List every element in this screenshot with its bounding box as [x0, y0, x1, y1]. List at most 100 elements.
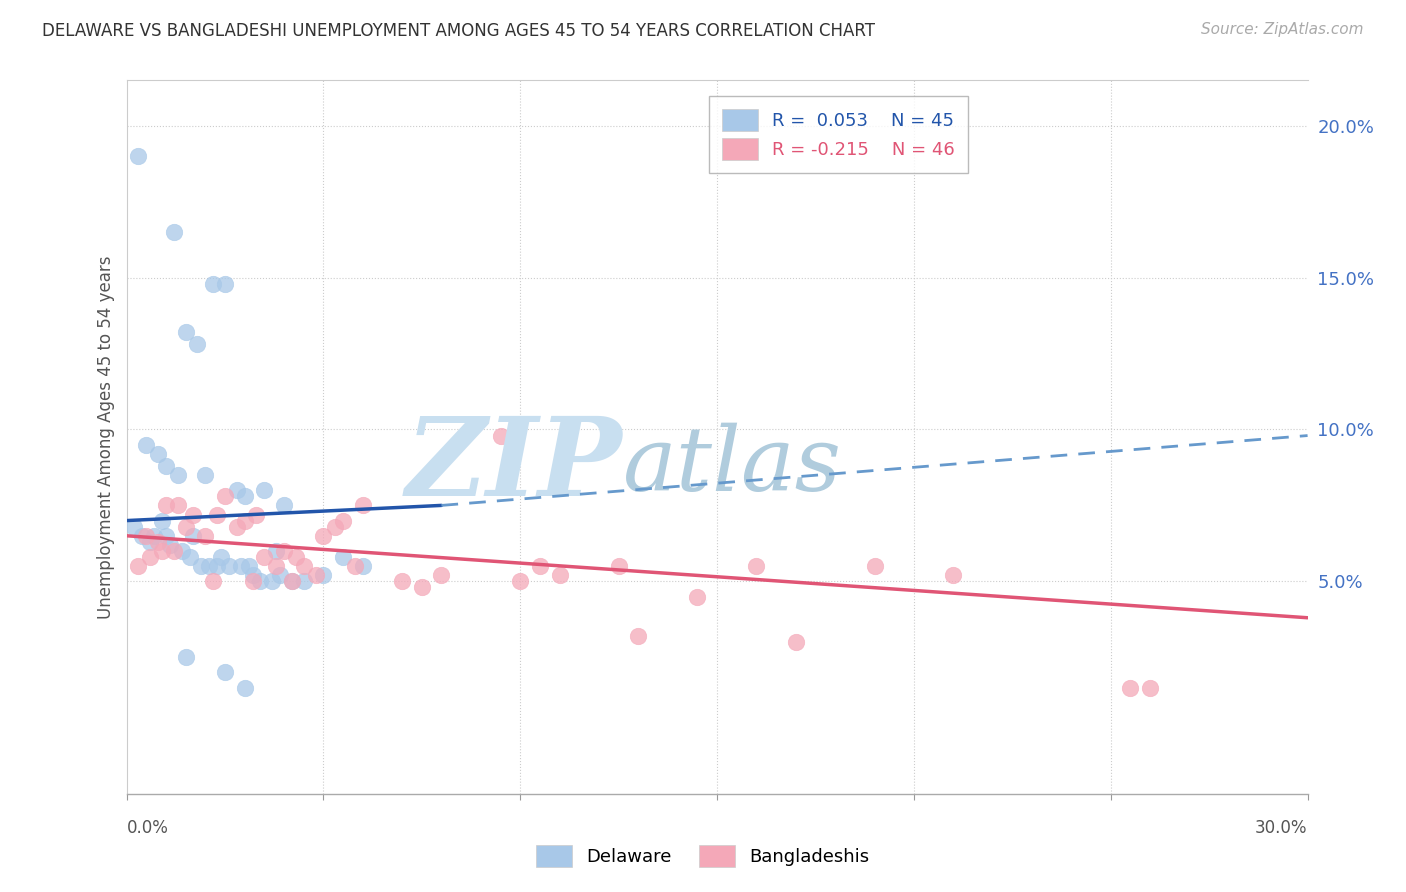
Point	[284, 549, 307, 564]
Point	[242, 568, 264, 582]
Point	[150, 544, 173, 558]
Point	[323, 519, 346, 533]
Point	[233, 681, 256, 695]
Y-axis label: Unemployment Among Ages 45 to 54 years: Unemployment Among Ages 45 to 54 years	[97, 255, 115, 619]
Point	[214, 665, 236, 680]
Point	[205, 559, 228, 574]
Point	[229, 559, 252, 574]
Point	[489, 428, 512, 442]
Point	[292, 559, 315, 574]
Point	[253, 483, 276, 498]
Point	[139, 549, 162, 564]
Text: atlas: atlas	[623, 422, 842, 509]
Point	[262, 574, 284, 589]
Point	[131, 529, 153, 543]
Point	[273, 499, 295, 513]
Point	[155, 458, 177, 473]
Point	[143, 529, 166, 543]
Point	[942, 568, 965, 582]
Point	[198, 559, 221, 574]
Point	[124, 519, 146, 533]
Point	[269, 568, 291, 582]
Point	[146, 534, 169, 549]
Point	[205, 508, 228, 522]
Point	[225, 483, 247, 498]
Point	[166, 468, 188, 483]
Point	[163, 225, 186, 239]
Point	[1139, 681, 1161, 695]
Point	[209, 549, 232, 564]
Point	[273, 544, 295, 558]
Point	[135, 438, 157, 452]
Text: DELAWARE VS BANGLADESHI UNEMPLOYMENT AMONG AGES 45 TO 54 YEARS CORRELATION CHART: DELAWARE VS BANGLADESHI UNEMPLOYMENT AMO…	[42, 22, 875, 40]
Point	[352, 499, 374, 513]
Point	[242, 574, 264, 589]
Point	[155, 499, 177, 513]
Text: 30.0%: 30.0%	[1256, 819, 1308, 837]
Point	[233, 514, 256, 528]
Point	[863, 559, 886, 574]
Point	[202, 574, 225, 589]
Point	[281, 574, 304, 589]
Point	[150, 514, 173, 528]
Point	[548, 568, 571, 582]
Point	[352, 559, 374, 574]
Point	[292, 574, 315, 589]
Point	[529, 559, 551, 574]
Point	[214, 277, 236, 291]
Point	[183, 508, 205, 522]
Point	[174, 650, 197, 665]
Point	[745, 559, 768, 574]
Text: ZIP: ZIP	[406, 412, 623, 519]
Point	[166, 499, 188, 513]
Point	[430, 568, 453, 582]
Point	[281, 574, 304, 589]
Point	[332, 549, 354, 564]
Point	[627, 629, 650, 643]
Point	[249, 574, 271, 589]
Point	[343, 559, 366, 574]
Point	[312, 529, 335, 543]
Point	[146, 447, 169, 461]
Point	[194, 468, 217, 483]
Point	[139, 534, 162, 549]
Text: 0.0%: 0.0%	[127, 819, 169, 837]
Point	[332, 514, 354, 528]
Point	[218, 559, 240, 574]
Point	[127, 149, 149, 163]
Legend: R =  0.053    N = 45, R = -0.215    N = 46: R = 0.053 N = 45, R = -0.215 N = 46	[709, 96, 967, 173]
Point	[174, 519, 197, 533]
Point	[391, 574, 413, 589]
Point	[214, 489, 236, 503]
Point	[607, 559, 630, 574]
Point	[159, 538, 181, 552]
Point	[264, 559, 287, 574]
Point	[253, 549, 276, 564]
Point	[155, 529, 177, 543]
Point	[202, 277, 225, 291]
Point	[179, 549, 201, 564]
Point	[194, 529, 217, 543]
Point	[785, 635, 807, 649]
Point	[509, 574, 531, 589]
Point	[183, 529, 205, 543]
Point	[686, 590, 709, 604]
Legend: Delaware, Bangladeshis: Delaware, Bangladeshis	[529, 838, 877, 874]
Point	[190, 559, 212, 574]
Point	[225, 519, 247, 533]
Point	[304, 568, 326, 582]
Point	[186, 337, 208, 351]
Text: Source: ZipAtlas.com: Source: ZipAtlas.com	[1201, 22, 1364, 37]
Point	[127, 559, 149, 574]
Point	[233, 489, 256, 503]
Point	[163, 544, 186, 558]
Point	[312, 568, 335, 582]
Point	[238, 559, 260, 574]
Point	[1119, 681, 1142, 695]
Point	[174, 326, 197, 340]
Point	[135, 529, 157, 543]
Point	[170, 544, 193, 558]
Point	[264, 544, 287, 558]
Point	[411, 581, 433, 595]
Point	[245, 508, 267, 522]
